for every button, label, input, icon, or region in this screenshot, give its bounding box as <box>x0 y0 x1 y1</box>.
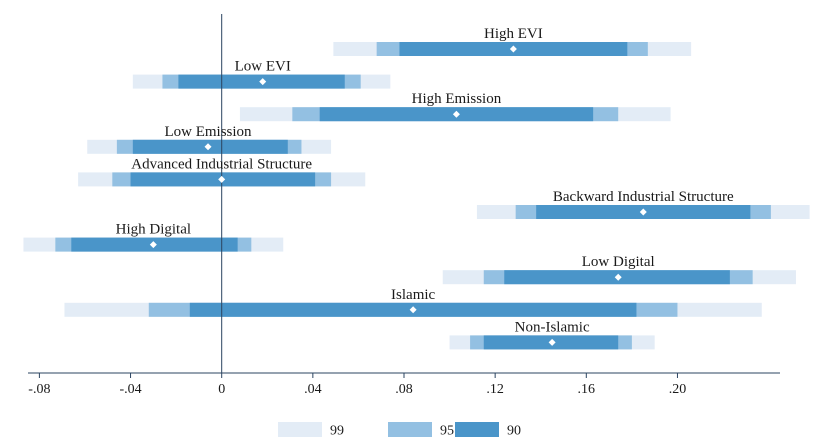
x-tick-label: .16 <box>578 382 596 397</box>
x-tick-label: -.04 <box>119 382 141 397</box>
estimate-marker-low-emission <box>204 143 212 151</box>
x-tick-label: .20 <box>669 382 687 397</box>
estimate-marker-backward-industrial-structure <box>639 208 647 216</box>
category-label-high-evi: High EVI <box>484 26 543 42</box>
estimate-marker-advanced-industrial-structure <box>218 175 226 183</box>
estimate-marker-islamic <box>409 306 417 314</box>
legend-swatch-99 <box>278 422 322 437</box>
category-label-low-evi: Low EVI <box>235 59 291 75</box>
category-label-high-digital: High Digital <box>116 222 191 238</box>
legend-swatch-95 <box>388 422 432 437</box>
legend-label-99: 99 <box>330 424 344 439</box>
legend-label-90: 90 <box>507 424 521 439</box>
legend: 99 95 90 <box>278 422 521 439</box>
category-label-backward-industrial-structure: Backward Industrial Structure <box>553 189 734 205</box>
x-tick-label: .04 <box>304 382 322 397</box>
category-label-high-emission: High Emission <box>412 91 502 107</box>
legend-label-95: 95 <box>440 424 454 439</box>
category-label-low-emission: Low Emission <box>164 124 252 140</box>
estimate-marker-low-evi <box>259 78 267 86</box>
category-label-low-digital: Low Digital <box>582 254 655 270</box>
x-tick-label: .12 <box>486 382 504 397</box>
x-tick-label: .08 <box>395 382 413 397</box>
category-label-islamic: Islamic <box>391 287 435 303</box>
category-label-non-islamic: Non-Islamic <box>515 319 590 335</box>
legend-swatch-90 <box>455 422 499 437</box>
estimate-marker-low-digital <box>614 273 622 281</box>
estimate-marker-non-islamic <box>548 338 556 346</box>
estimate-marker-high-digital <box>149 241 157 249</box>
x-axis: -.08 -.04 0 .04 .08 .12 .16 .20 <box>28 372 780 397</box>
category-label-advanced-industrial-structure: Advanced Industrial Structure <box>131 156 312 172</box>
x-tick-label: -.08 <box>28 382 50 397</box>
estimate-marker-high-emission <box>452 110 460 118</box>
point-estimates <box>149 45 647 346</box>
estimate-marker-high-evi <box>509 45 517 53</box>
category-labels: High EVI Low EVI High Emission Low Emission… <box>116 26 734 335</box>
x-tick-label: 0 <box>218 382 225 397</box>
